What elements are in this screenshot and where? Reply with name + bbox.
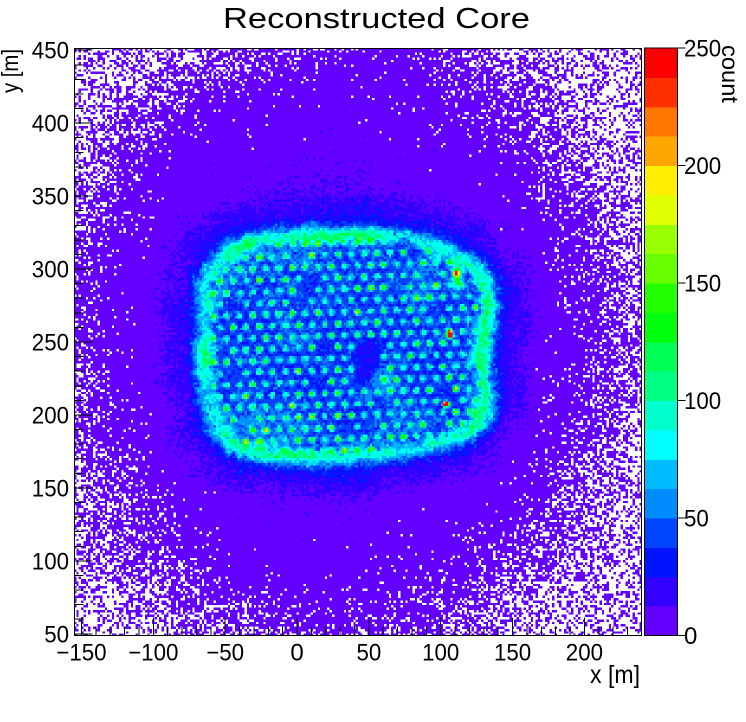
svg-text:−150: −150 [56, 640, 106, 667]
svg-text:Reconstructed Core: Reconstructed Core [223, 3, 530, 35]
svg-text:100: 100 [684, 388, 721, 415]
svg-text:0: 0 [290, 640, 303, 667]
svg-text:50: 50 [684, 506, 709, 533]
svg-text:y [m]: y [m] [0, 49, 23, 93]
svg-text:50: 50 [44, 621, 69, 648]
svg-text:150: 150 [494, 640, 531, 667]
svg-text:0: 0 [684, 623, 697, 650]
svg-text:250: 250 [684, 36, 721, 63]
svg-text:200: 200 [566, 640, 603, 667]
svg-text:150: 150 [32, 475, 69, 502]
svg-text:250: 250 [32, 330, 69, 357]
svg-text:x [m]: x [m] [590, 661, 640, 689]
svg-text:−100: −100 [128, 640, 178, 667]
svg-text:400: 400 [32, 111, 69, 138]
svg-text:50: 50 [356, 640, 381, 667]
svg-text:200: 200 [684, 153, 721, 180]
svg-text:150: 150 [684, 271, 721, 298]
svg-text:450: 450 [32, 38, 69, 65]
svg-text:−50: −50 [206, 640, 244, 667]
svg-text:100: 100 [422, 640, 459, 667]
svg-text:350: 350 [32, 184, 69, 211]
svg-text:count: count [717, 45, 743, 104]
svg-text:300: 300 [32, 257, 69, 284]
svg-text:100: 100 [32, 548, 69, 575]
svg-text:200: 200 [32, 402, 69, 429]
